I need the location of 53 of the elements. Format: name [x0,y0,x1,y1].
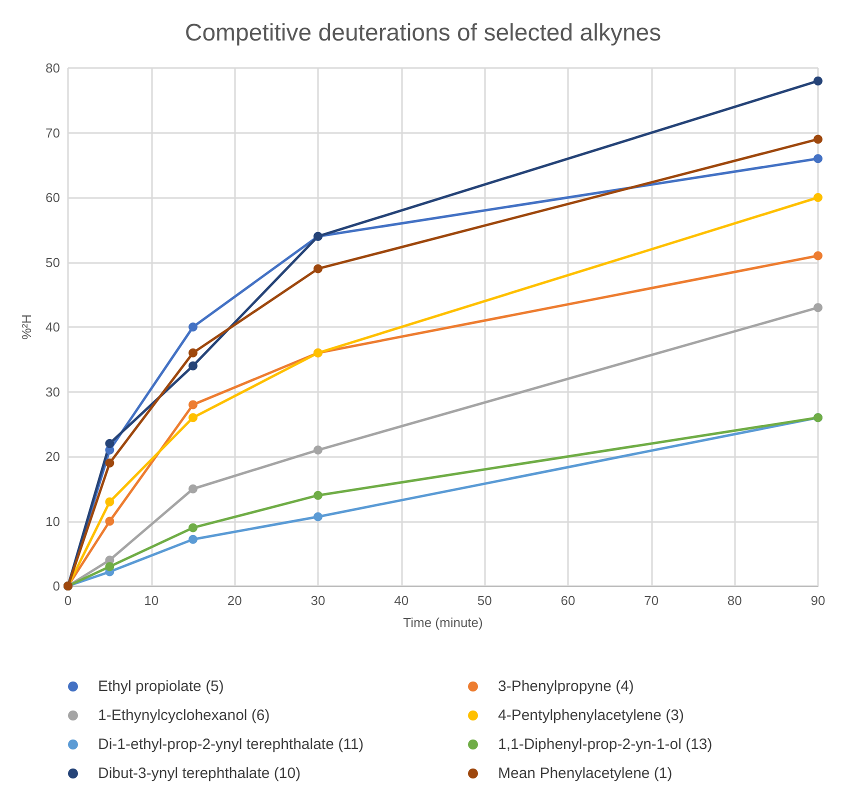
chart-title: Competitive deuterations of selected alkynes [184,20,662,46]
y-tick-label: 60 [46,190,60,205]
legend-label: 4-Pentylphenylacetylene (3) [498,707,684,724]
point [814,134,822,144]
y-tick-label: 40 [46,320,60,334]
y-tick-label: 80 [46,60,60,76]
point [314,446,322,455]
point [188,348,198,358]
point [188,400,198,410]
x-axis-title: Time (minute) [403,615,483,630]
point [105,516,114,526]
legend-label: Mean Phenylacetylene (1) [498,765,672,782]
legend-label: Dibut-3-ynyl terephthalate (10) [98,765,301,782]
point [105,497,114,506]
legend-label: Ethyl propiolate (5) [98,678,224,695]
point [314,512,322,522]
x-tick-label: 80 [727,593,742,608]
y-tick-label: 70 [46,125,60,140]
point [105,439,114,448]
legend-label: 1,1-Diphenyl-prop-2-yn-1-ol (13) [498,736,712,753]
y-tick-label: 30 [46,384,60,400]
point [814,154,822,164]
point [188,484,198,494]
point [105,458,114,468]
point [188,534,198,544]
x-tick-label: 70 [644,593,659,608]
x-tick-label: 60 [560,593,576,608]
point [314,264,322,274]
point [314,490,322,500]
x-tick-label: 20 [227,593,242,608]
point [188,413,198,422]
x-tick-label: 30 [310,593,326,608]
x-tick-label: 90 [810,593,826,608]
y-tick-label: 50 [46,254,60,270]
x-tick-label: 40 [394,593,409,608]
y-tick-label: 20 [46,449,60,464]
point [188,322,198,332]
x-tick-label: 10 [144,593,159,608]
y-tick-label: 0 [52,578,60,594]
point [814,76,822,86]
x-tick-label: 0 [64,593,72,608]
y-axis-title: %²H [19,314,34,340]
x-tick-label: 50 [477,593,492,608]
y-tick-label: 10 [46,514,60,529]
point [814,303,822,312]
legend-label: Di-1-ethyl-prop-2-ynyl terephthalate (11) [98,736,364,753]
legend-label: 3-Phenylpropyne (4) [498,678,634,695]
point [188,361,198,370]
point [105,562,114,572]
legend-label: 1-Ethynylcyclohexanol (6) [98,707,270,724]
point [188,523,198,532]
point [814,251,822,260]
point [814,193,822,202]
